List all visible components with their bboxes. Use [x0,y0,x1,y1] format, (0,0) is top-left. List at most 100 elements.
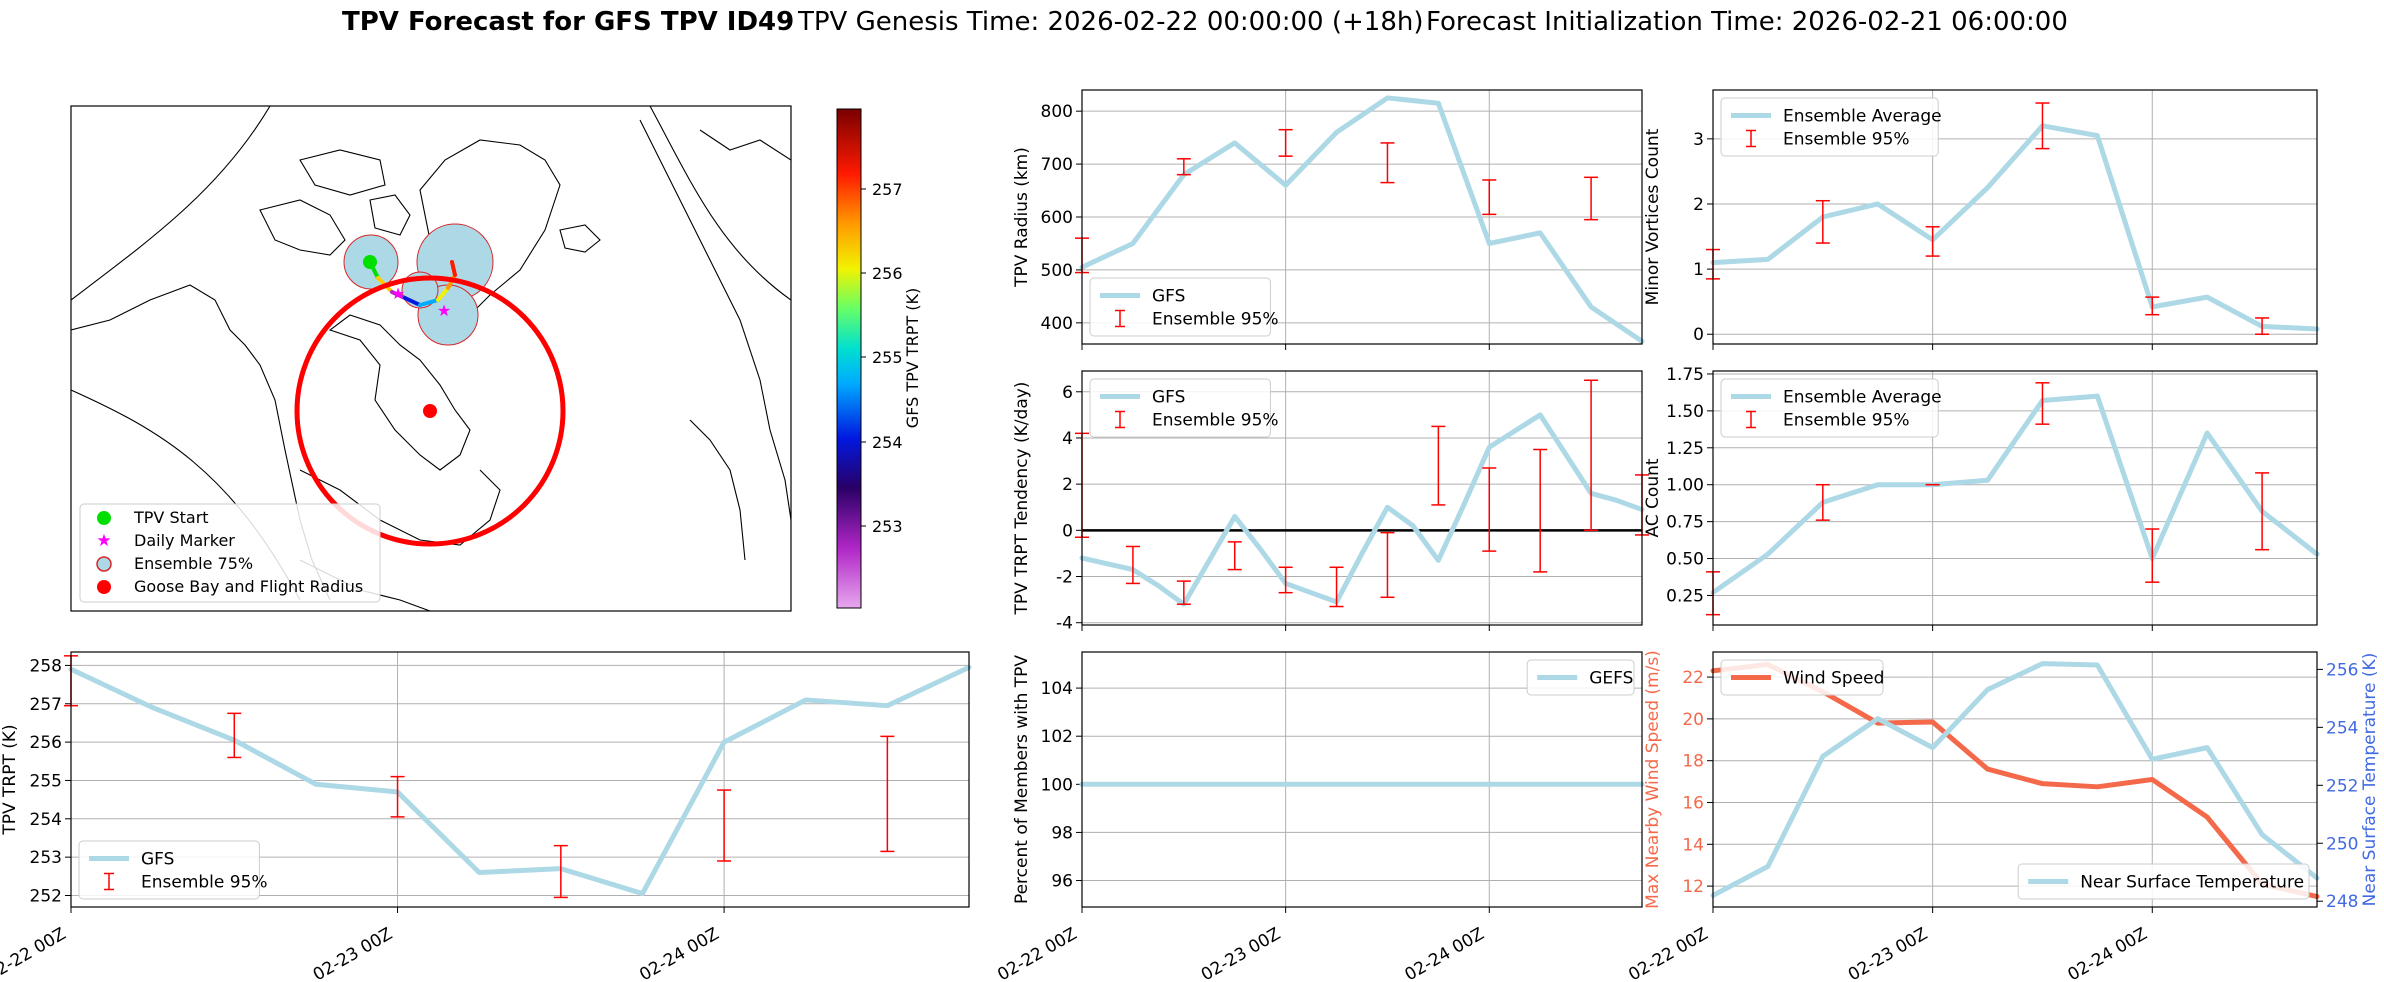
map-panel: ★ ★ TPV Start ★ Daily Marker Ensemble 75… [70,105,922,612]
legend-label: Near Surface Temperature [2080,873,2304,893]
map-boundary-right [649,106,791,301]
panel-pct: 02-22 00Z 02-23 00Z 02-24 00Z 96 98 100 102 104… [994,651,1645,982]
errorbar-tendency-8 [1482,467,1497,552]
legend-tendency: GFS Ensemble 95% [1089,378,1279,438]
map-scandinavia [699,129,791,161]
errorbar-radius-3 [1380,142,1395,184]
panel-ac: 0.25 0.50 0.75 1.00 1.25 1.50 1.75 AC Count Ense… [1643,365,2320,631]
ytick-label-ac-4: 1.25 [1666,439,1704,459]
errorbar-radius-5 [1584,176,1599,221]
ytick-label-ac-5: 1.50 [1666,402,1704,422]
ytick-label-ac-3: 1.00 [1666,476,1704,496]
xtick-label-wind-2: 02-24 00Z [2064,924,2150,982]
track-seg-6 [436,286,450,302]
legend-label: Wind Speed [1783,669,1884,689]
map-hudson-bay [328,314,471,471]
frame-radius [1081,89,1643,345]
goose-bay-marker [423,404,437,418]
colorbar-label-257: 257 [872,180,903,199]
legend-box [1089,378,1271,438]
legend-goose-bay: Goose Bay and Flight Radius [134,577,363,596]
title-genesis: TPV Genesis Time: 2026-02-22 00:00:00 (+… [797,7,1424,37]
errorbar-minor-1 [1815,199,1830,244]
errorbar-tendency-6 [1380,531,1395,599]
panel-tendency: -4 -2 0 2 4 6 TPV TRPT Tendency (K/day) GFS Ense… [1012,370,1649,634]
ytick-label-trpt-3: 255 [30,771,62,791]
legend-label: Ensemble 95% [141,873,268,893]
map-island-2 [299,149,386,196]
frame-trpt [70,651,970,908]
ylabel-tendency: TPV TRPT Tendency (K/day) [1012,382,1032,616]
tpv-start-marker [363,255,377,269]
ytick-label-trpt-2: 254 [30,810,62,830]
ytick-label-radius-3: 700 [1041,155,1073,175]
legend-wind-wind: Wind Speed [1720,659,1884,696]
ytick-label-wind-5: 22 [1682,668,1704,688]
ytick-label-tendency-5: 6 [1062,383,1073,403]
ytick-label-wind-2: 16 [1682,793,1704,813]
errorbar-radius-1 [1176,158,1191,176]
ytick-label-radius-1: 500 [1041,261,1073,281]
errorbar-tendency-4 [1278,566,1293,594]
frame-pct [1081,651,1643,908]
colorbar-ticks: 257 256 255 254 253 [861,180,903,536]
errorbar-trpt-4 [717,789,732,862]
series-line-ac-0 [1710,393,2320,596]
errorbar-radius-4 [1482,179,1497,216]
ylabel2-wind: Near Surface Temperature (K) [2360,653,2380,907]
errorbar-tendency-7 [1431,425,1446,506]
frame-wind [1712,651,2318,908]
figure-title: TPV Forecast for GFS TPV ID49 TPV Genesi… [342,7,2068,37]
errorbar-radius-2 [1278,128,1293,157]
colorbar-label-256: 256 [872,264,903,283]
ytick-label-pct-1: 98 [1051,823,1073,843]
ylabel-radius: TPV Radius (km) [1012,147,1032,288]
legend-label: Ensemble 95% [1152,411,1279,431]
legend-radius: GFS Ensemble 95% [1089,277,1279,337]
xtick-label-trpt-1: 02-23 00Z [310,924,396,982]
legend-minor: Ensemble Average Ensemble 95% [1720,97,1942,157]
legend-ac: Ensemble Average Ensemble 95% [1720,378,1942,438]
ytick-label-minor-3: 3 [1693,130,1704,150]
series-line-minor-0 [1710,123,2320,332]
colorbar-label-253: 253 [872,517,903,536]
map-europe-coast [639,119,791,521]
ytick-label-minor-2: 2 [1693,195,1704,215]
daily-marker-2: ★ [437,301,451,320]
xtick-label-pct-1: 02-23 00Z [1198,924,1284,982]
legend-label: Ensemble 95% [1783,411,1910,431]
track-seg-8 [450,260,457,277]
xtick-label-wind-0: 02-22 00Z [1625,924,1711,982]
series-line-wind-1 [1710,661,2320,898]
errorbar-minor-5 [2255,317,2270,335]
legend-label: GFS [141,850,174,870]
legend-box [1720,378,1939,438]
ytick2-label-wind-2: 252 [2326,776,2358,796]
ylabel-pct: Percent of Members with TPV [1012,655,1032,904]
errorbar-tendency-2 [1176,580,1191,605]
track-seg-5 [418,298,440,307]
ytick-label-minor-1: 1 [1693,260,1704,280]
frame-minor [1712,89,2318,345]
ytick-label-tendency-2: 0 [1062,521,1073,541]
frame-tendency [1081,370,1643,626]
ytick-label-trpt-1: 253 [30,848,62,868]
colorbar-title: GFS TPV TRPT (K) [903,288,922,428]
legend-label: GFS [1152,287,1185,307]
ytick-label-wind-3: 18 [1682,752,1704,772]
ytick-label-wind-1: 14 [1682,835,1704,855]
ytick-label-ac-6: 1.75 [1666,365,1704,385]
xtick-label-trpt-2: 02-24 00Z [636,924,722,982]
ytick-label-tendency-1: -2 [1056,568,1073,588]
ytick2-label-wind-0: 248 [2326,892,2358,912]
legend-box [2017,863,2310,900]
errorbar-ac-5 [2255,472,2270,551]
legend-goose-bay-symbol [97,580,111,594]
title-init: Forecast Initialization Time: 2026-02-21… [1426,7,2068,37]
legend-label: Ensemble 95% [1783,130,1910,150]
legend-box [1720,659,1884,696]
flight-radius-circle [294,275,566,547]
ytick-label-trpt-0: 252 [30,886,62,906]
xtick-label-pct-2: 02-24 00Z [1401,924,1487,982]
